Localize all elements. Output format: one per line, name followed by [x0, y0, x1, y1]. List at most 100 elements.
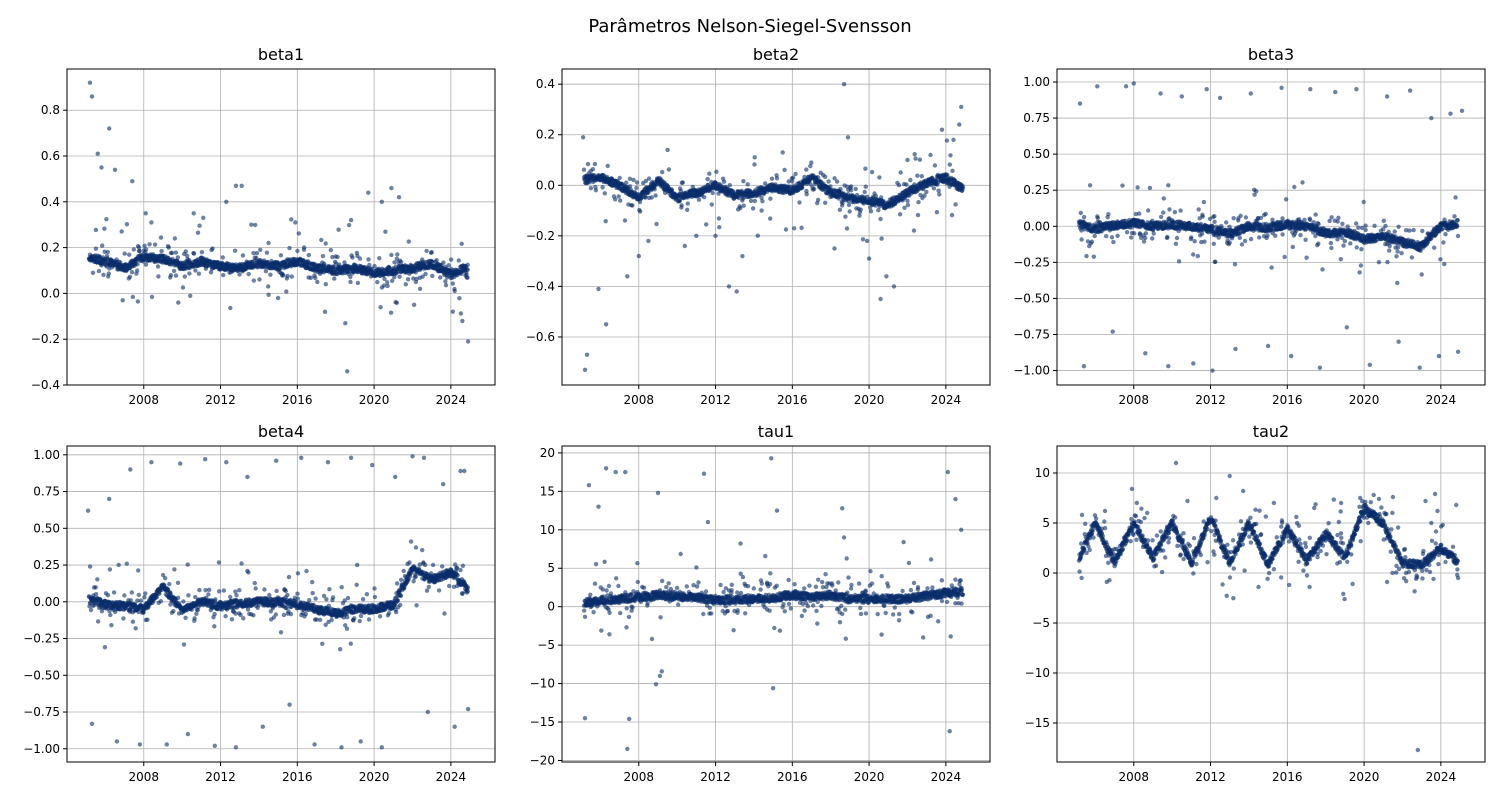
data-point	[804, 167, 809, 172]
data-point	[939, 127, 945, 132]
data-point	[187, 271, 192, 276]
x-tick-label: 2012	[205, 770, 236, 784]
y-tick-label: 1.00	[33, 448, 60, 462]
data-point	[768, 196, 773, 201]
data-point	[342, 260, 347, 265]
data-point	[107, 567, 113, 572]
data-point	[613, 197, 618, 202]
data-point	[287, 245, 292, 251]
data-point	[937, 192, 942, 197]
data-point	[652, 187, 657, 192]
data-point	[172, 236, 178, 241]
data-point	[912, 152, 917, 157]
data-point	[646, 176, 652, 181]
data-point	[1354, 221, 1359, 226]
data-point	[233, 183, 239, 188]
data-point	[716, 216, 722, 221]
data-point	[135, 268, 140, 273]
data-point	[1348, 241, 1353, 246]
data-point	[95, 577, 100, 582]
data-point	[355, 280, 361, 286]
axes-frame	[66, 68, 496, 386]
data-point	[960, 185, 966, 191]
data-point	[1383, 223, 1388, 229]
data-point	[394, 300, 399, 305]
data-point	[228, 305, 233, 311]
data-point	[95, 151, 100, 156]
y-tick-label: −0.25	[23, 632, 60, 646]
data-point	[603, 322, 609, 327]
data-point	[1147, 185, 1153, 191]
data-point	[1452, 214, 1457, 219]
data-point	[1396, 224, 1401, 229]
data-point	[397, 274, 402, 279]
data-point	[911, 228, 917, 233]
data-point	[707, 171, 712, 176]
data-point	[748, 198, 754, 204]
data-point	[1254, 189, 1259, 194]
data-point	[634, 185, 639, 191]
data-point	[1179, 94, 1185, 99]
data-point	[106, 271, 112, 276]
data-point	[223, 614, 228, 619]
data-point	[1242, 238, 1248, 244]
data-point	[212, 611, 217, 617]
data-point	[1217, 95, 1223, 101]
data-point	[878, 216, 883, 222]
data-point	[908, 177, 913, 183]
data-point	[285, 273, 290, 279]
data-point	[866, 256, 872, 261]
y-tick-label: 0.4	[536, 77, 555, 91]
y-tick-label: 0.50	[33, 521, 60, 535]
data-point	[1354, 87, 1359, 92]
data-point	[1308, 87, 1313, 92]
y-tick-label: −0.75	[23, 705, 60, 719]
data-point	[346, 222, 352, 228]
data-point	[1307, 217, 1313, 222]
data-point	[841, 82, 847, 87]
data-point	[1106, 212, 1111, 217]
data-point	[185, 253, 190, 258]
scatter-points	[86, 80, 471, 374]
y-tick-label: 0.6	[41, 149, 60, 163]
data-point	[93, 227, 99, 233]
data-point	[891, 284, 897, 289]
data-point	[120, 298, 125, 303]
scatter-points	[1076, 81, 1465, 373]
data-point	[1399, 251, 1404, 256]
x-tick-label: 2012	[205, 393, 236, 407]
data-point	[336, 227, 341, 232]
subplot-title: beta1	[258, 45, 304, 64]
data-point	[1095, 84, 1100, 89]
data-point	[458, 311, 464, 316]
data-point	[88, 607, 94, 613]
data-point	[133, 626, 138, 631]
y-tick-label: −0.4	[526, 279, 555, 293]
data-point	[396, 195, 402, 200]
data-point	[295, 248, 300, 254]
data-point	[213, 597, 218, 602]
data-point	[951, 137, 956, 142]
data-point	[928, 152, 933, 158]
data-point	[130, 294, 135, 300]
data-point	[864, 238, 870, 244]
data-point	[1081, 214, 1087, 220]
data-point	[636, 253, 641, 259]
data-point	[1376, 260, 1382, 265]
data-point	[618, 198, 623, 203]
data-point	[158, 235, 164, 240]
data-point	[130, 179, 135, 184]
data-point	[266, 284, 271, 289]
data-point	[237, 272, 242, 277]
data-point	[171, 608, 176, 614]
data-point	[429, 250, 434, 255]
data-point	[434, 258, 439, 263]
data-point	[752, 155, 757, 160]
data-point	[452, 288, 457, 294]
data-point	[1120, 183, 1125, 188]
data-point	[93, 246, 99, 251]
data-point	[884, 274, 889, 279]
data-point	[405, 277, 411, 282]
